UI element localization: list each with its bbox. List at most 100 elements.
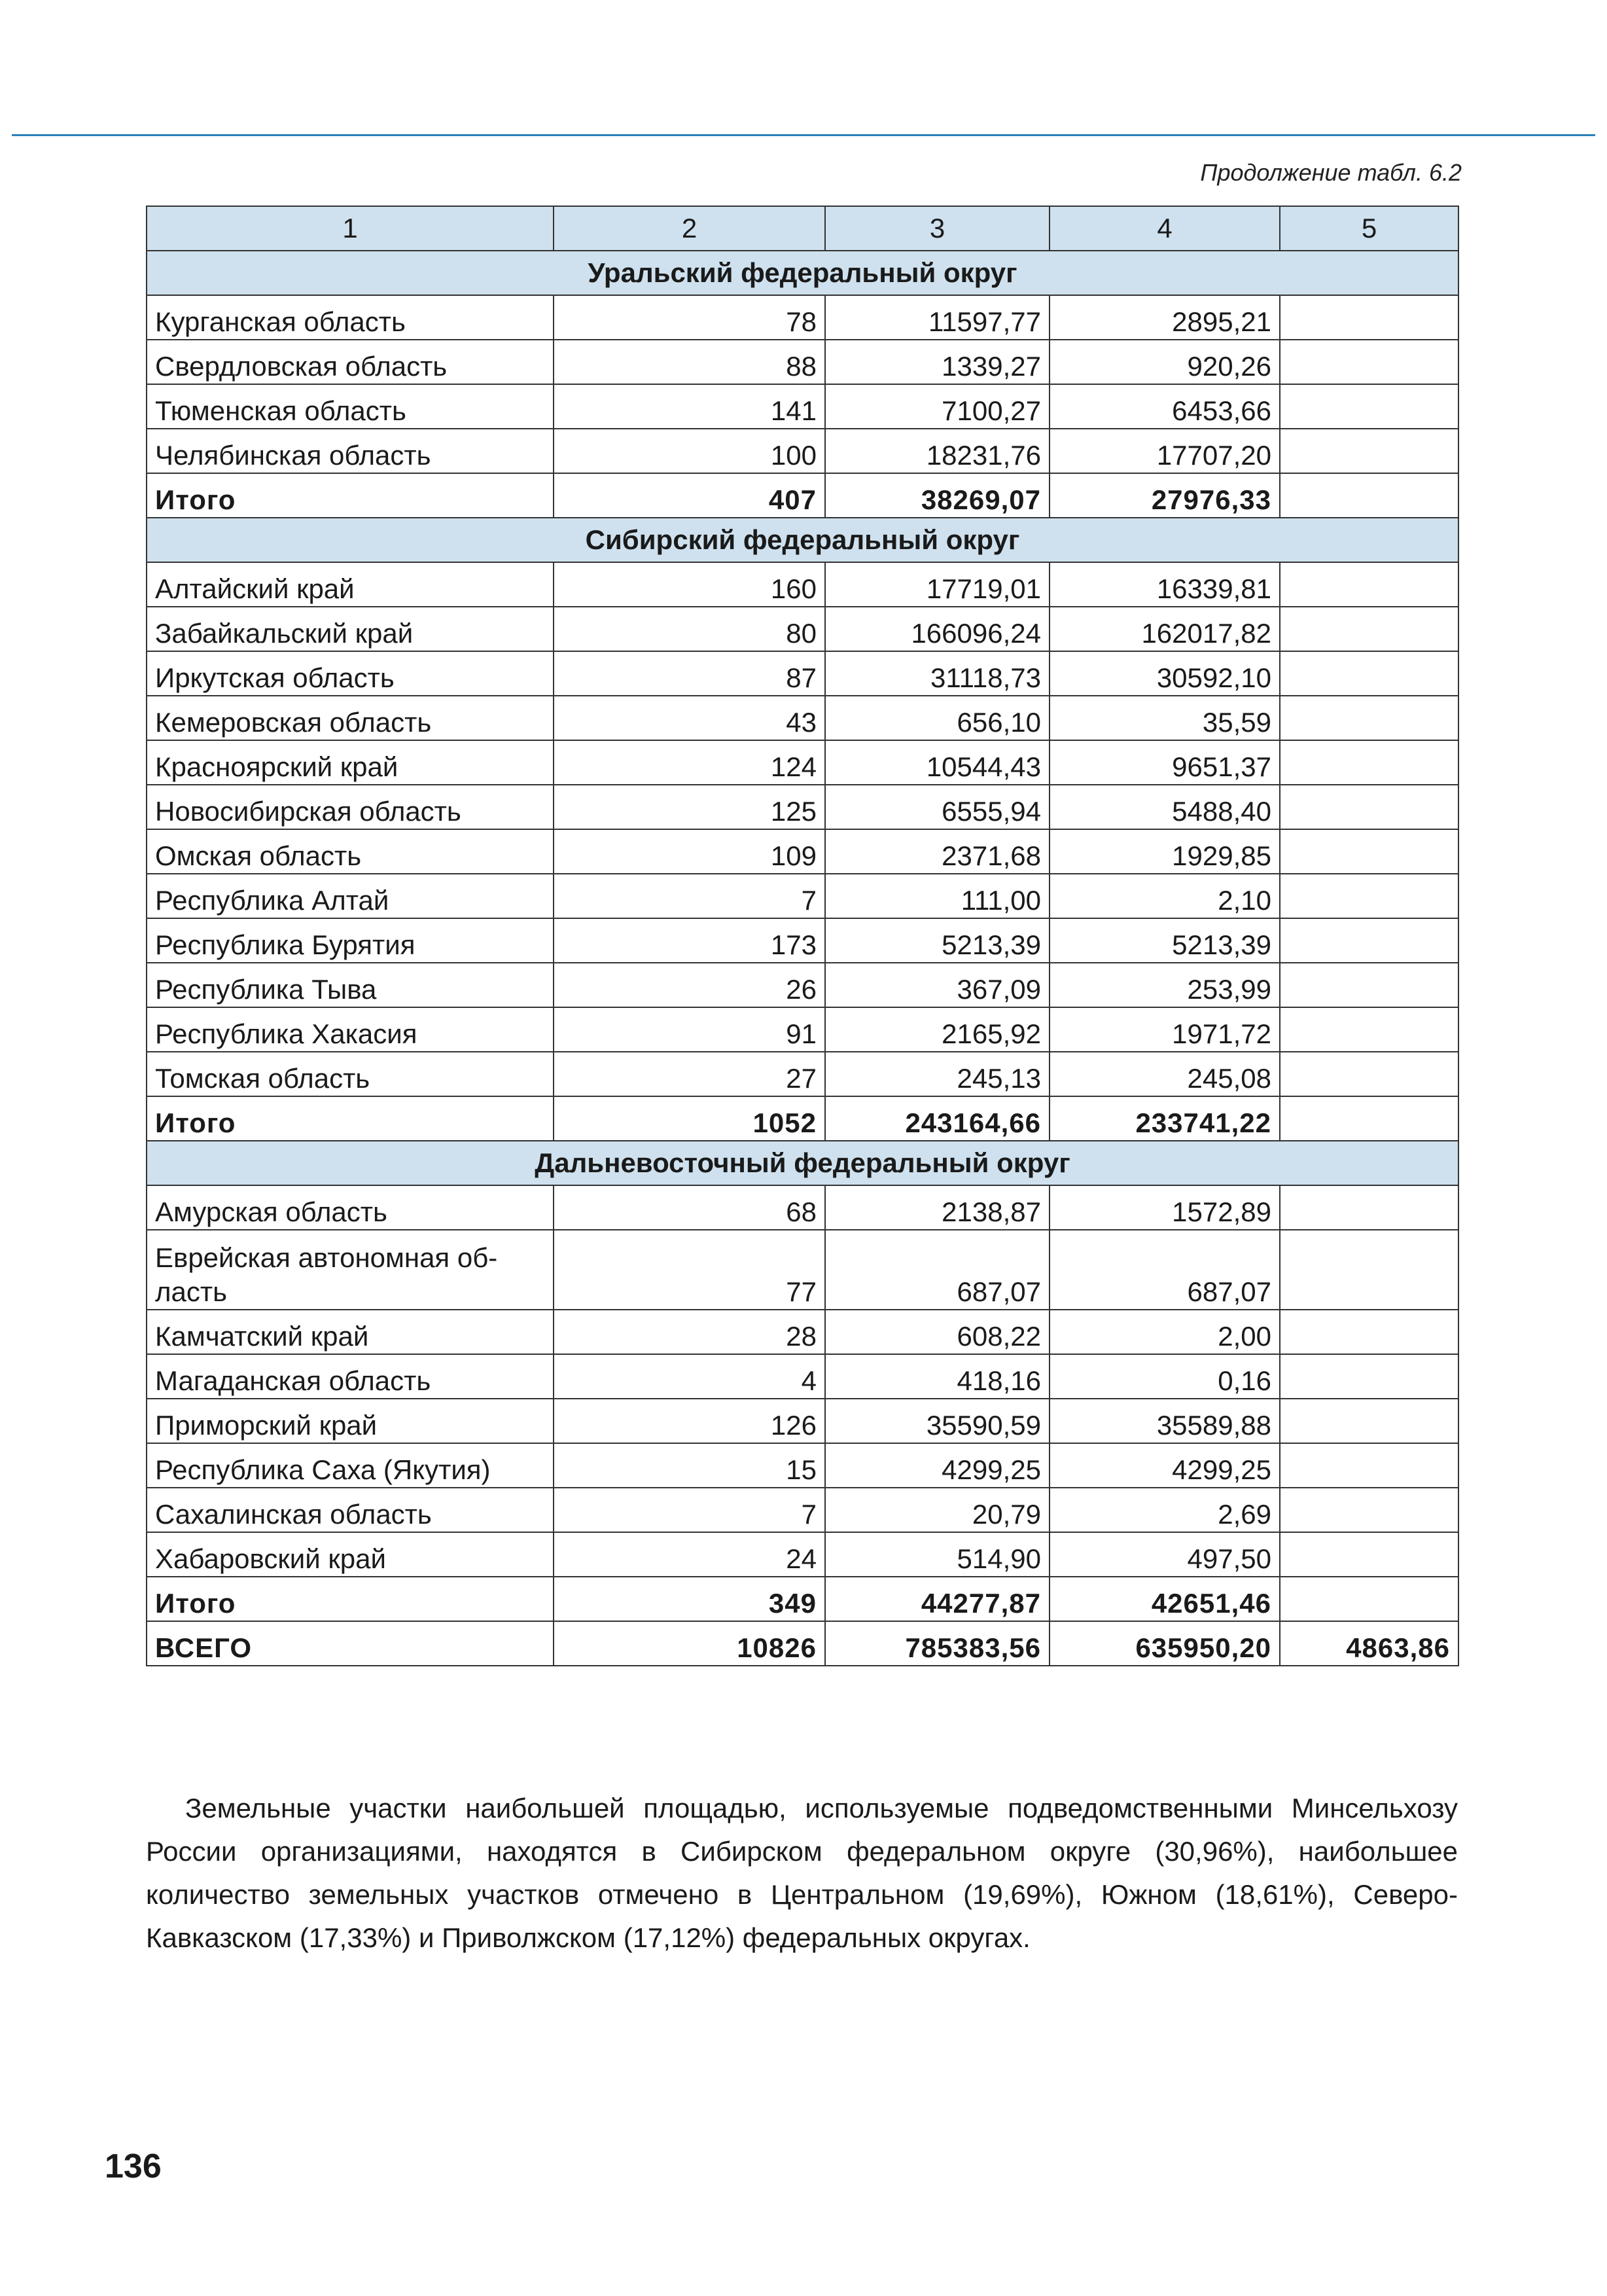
col2-cell: 68 (553, 1185, 826, 1230)
col5-cell (1279, 1185, 1459, 1230)
col2-cell: 43 (553, 695, 826, 741)
col3-cell: 17719,01 (824, 562, 1050, 607)
table-row: Хабаровский край 24 514,90 497,50 (146, 1532, 1459, 1577)
subtotal-row: Итого 407 38269,07 27976,33 (146, 473, 1459, 518)
region-name-cell: Итого (146, 473, 554, 518)
table-row: Приморский край 126 35590,59 35589,88 (146, 1398, 1459, 1444)
page-number: 136 (105, 2147, 162, 2185)
table-row: Республика Хакасия 91 2165,92 1971,72 (146, 1007, 1459, 1052)
col3-cell: 4299,25 (824, 1443, 1050, 1488)
col2-cell: 125 (553, 784, 826, 830)
region-name-cell: Республика Тыва (146, 962, 554, 1008)
table-row: Тюменская область 141 7100,27 6453,66 (146, 384, 1459, 429)
col5-cell (1279, 829, 1459, 874)
data-table: 1 2 3 4 5 Уральский федеральный округ Кур… (146, 206, 1459, 1666)
region-name-cell: Курганская область (146, 295, 554, 340)
region-name-cell: Итого (146, 1096, 554, 1141)
col3-cell: 245,13 (824, 1051, 1050, 1097)
col2-cell: 109 (553, 829, 826, 874)
col5-cell (1279, 428, 1459, 474)
table-row: Томская область 27 245,13 245,08 (146, 1051, 1459, 1097)
table-row: Республика Тыва 26 367,09 253,99 (146, 962, 1459, 1008)
region-name-cell: Камчатский край (146, 1309, 554, 1355)
table-row: Республика Саха (Якутия) 15 4299,25 4299,25 (146, 1443, 1459, 1488)
region-name-cell: Забайкальский край (146, 606, 554, 652)
col4-cell: 497,50 (1049, 1532, 1280, 1577)
region-name-cell: Тюменская область (146, 384, 554, 429)
region-name-cell: Челябинская область (146, 428, 554, 474)
region-name-cell: Республика Алтай (146, 873, 554, 919)
col5-cell (1279, 1096, 1459, 1141)
table-row: Амурская область 68 2138,87 1572,89 (146, 1185, 1459, 1230)
col5-cell (1279, 1229, 1459, 1310)
table-header: 1 2 3 4 5 (146, 206, 1459, 251)
col2-cell: 126 (553, 1398, 826, 1444)
col2-cell: 349 (553, 1576, 826, 1622)
col4-cell: 4299,25 (1049, 1443, 1280, 1488)
table-row: Курганская область 78 11597,77 2895,21 (146, 295, 1459, 340)
section-header-row: Уральский федеральный округ (146, 250, 1459, 296)
col4-cell: 2,00 (1049, 1309, 1280, 1355)
region-name-cell: Омская область (146, 829, 554, 874)
section-title: Дальневосточный федеральный округ (146, 1140, 1459, 1186)
region-name-cell: Магаданская область (146, 1354, 554, 1399)
region-name-cell: Республика Саха (Якутия) (146, 1443, 554, 1488)
col4-cell: 635950,20 (1049, 1621, 1280, 1666)
table-row: Камчатский край 28 608,22 2,00 (146, 1309, 1459, 1355)
col3-cell: 38269,07 (824, 473, 1050, 518)
region-name-cell: Еврейская автономная об-ласть (146, 1229, 554, 1310)
col4-cell: 2895,21 (1049, 295, 1280, 340)
col3-cell: 111,00 (824, 873, 1050, 919)
col3-cell: 1339,27 (824, 339, 1050, 385)
col5-cell (1279, 1051, 1459, 1097)
col5-cell (1279, 1576, 1459, 1622)
table-row: Иркутская область 87 31118,73 30592,10 (146, 651, 1459, 696)
col2-cell: 80 (553, 606, 826, 652)
section-header-row: Дальневосточный федеральный округ (146, 1140, 1459, 1186)
region-name-cell: Республика Бурятия (146, 918, 554, 963)
table-row: Челябинская область 100 18231,76 17707,20 (146, 428, 1459, 474)
col2-cell: 78 (553, 295, 826, 340)
region-name-cell: Кемеровская область (146, 695, 554, 741)
col3-cell: 367,09 (824, 962, 1050, 1008)
col3-cell: 31118,73 (824, 651, 1050, 696)
section-header-row: Сибирский федеральный округ (146, 517, 1459, 563)
region-name-cell: Итого (146, 1576, 554, 1622)
col2-cell: 100 (553, 428, 826, 474)
col4-cell: 920,26 (1049, 339, 1280, 385)
table-row: Еврейская автономная об-ласть 77 687,07 687… (146, 1229, 1459, 1310)
col3-cell: 7100,27 (824, 384, 1050, 429)
col5-cell: 4863,86 (1279, 1621, 1459, 1666)
col4-cell: 35589,88 (1049, 1398, 1280, 1444)
col3-cell: 2371,68 (824, 829, 1050, 874)
col3-cell: 6555,94 (824, 784, 1050, 830)
subtotal-row: Итого 349 44277,87 42651,46 (146, 1576, 1459, 1622)
region-name-cell: Алтайский край (146, 562, 554, 607)
col3-cell: 20,79 (824, 1487, 1050, 1533)
region-name-cell: Свердловская область (146, 339, 554, 385)
table-row: Кемеровская область 43 656,10 35,59 (146, 695, 1459, 741)
col4-cell: 5488,40 (1049, 784, 1280, 830)
table-row: Республика Алтай 7 111,00 2,10 (146, 873, 1459, 919)
col2-cell: 4 (553, 1354, 826, 1399)
table-body: Уральский федеральный округ Курганская об… (146, 250, 1459, 1666)
col5-cell (1279, 651, 1459, 696)
col4-cell: 687,07 (1049, 1229, 1280, 1310)
region-name-cell: Республика Хакасия (146, 1007, 554, 1052)
col4-cell: 42651,46 (1049, 1576, 1280, 1622)
col5-cell (1279, 740, 1459, 785)
col2-cell: 7 (553, 873, 826, 919)
col2-cell: 87 (553, 651, 826, 696)
col5-cell (1279, 918, 1459, 963)
col3-cell: 35590,59 (824, 1398, 1050, 1444)
col5-cell (1279, 562, 1459, 607)
col2-cell: 91 (553, 1007, 826, 1052)
col4-cell: 5213,39 (1049, 918, 1280, 963)
col3-cell: 785383,56 (824, 1621, 1050, 1666)
table-row: Магаданская область 4 418,16 0,16 (146, 1354, 1459, 1399)
col2-cell: 24 (553, 1532, 826, 1577)
table-row: Свердловская область 88 1339,27 920,26 (146, 339, 1459, 385)
col5-cell (1279, 473, 1459, 518)
col3-cell: 608,22 (824, 1309, 1050, 1355)
col5-cell (1279, 962, 1459, 1008)
